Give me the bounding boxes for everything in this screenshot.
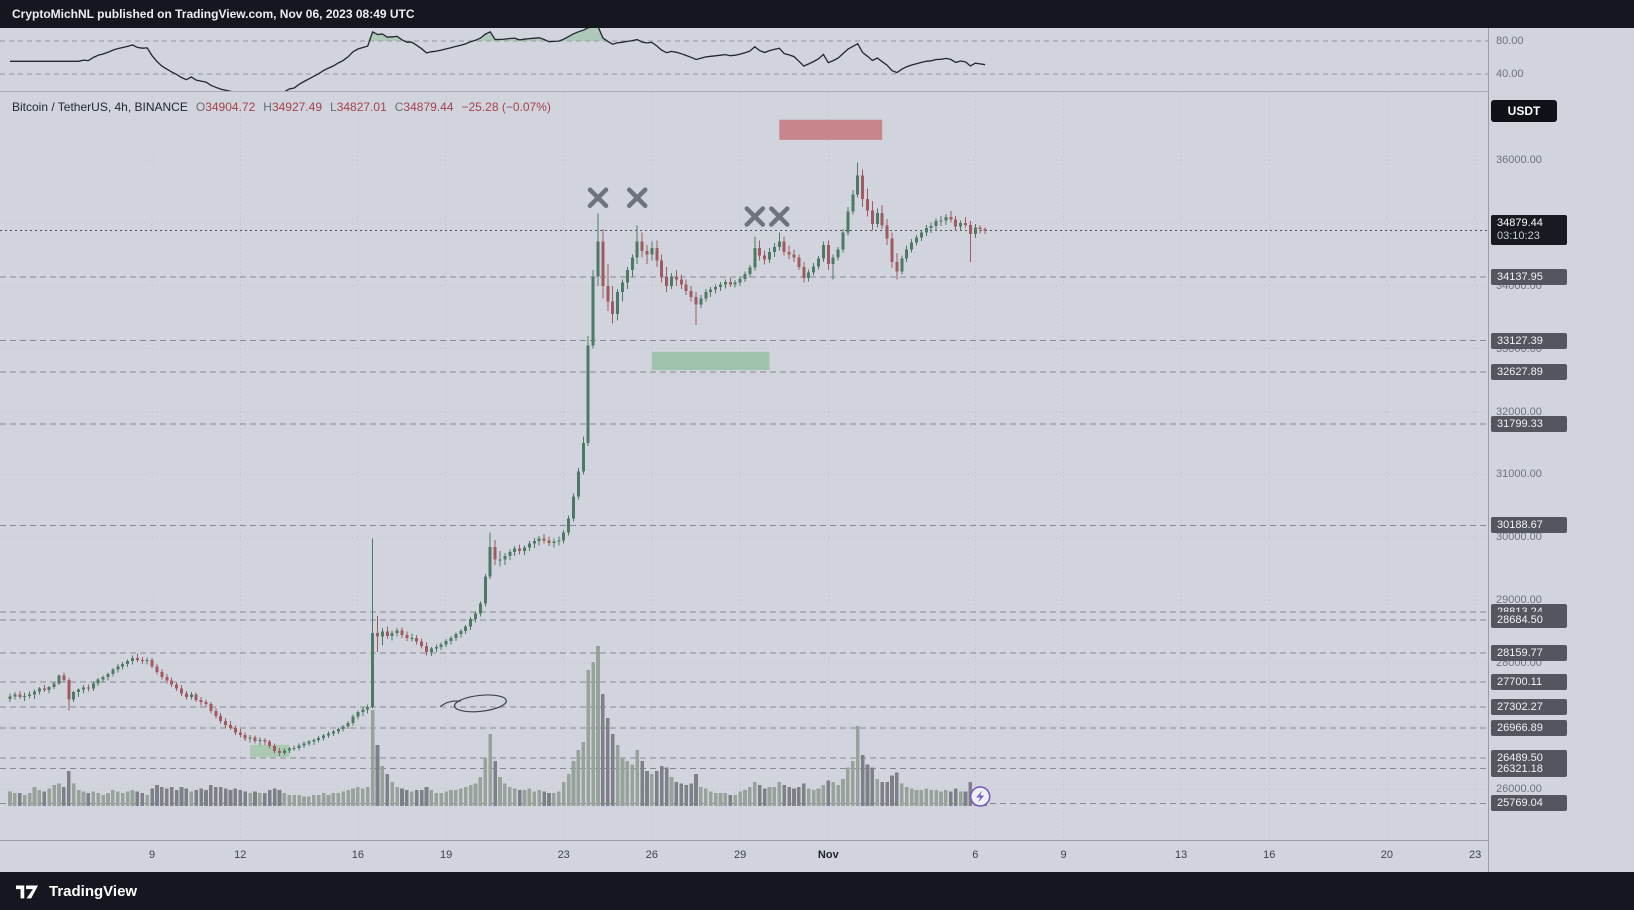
level-price-badge: 25769.04 [1491, 795, 1567, 812]
time-axis-label: 9 [149, 849, 156, 861]
price-axis-label: 29000.00 [1496, 594, 1542, 607]
ohlc-value: 34827.01 [336, 100, 387, 114]
price-scale[interactable]: USDT 80.0040.0036000.0035000.0034000.003… [1488, 28, 1634, 872]
level-price-badge: 34137.95 [1491, 269, 1567, 286]
level-price-badge: 27302.27 [1491, 699, 1567, 715]
quote-currency-badge: USDT [1491, 100, 1557, 122]
level-price-badge: 26966.89 [1491, 720, 1567, 737]
ohlc-values: O34904.72 H34927.49 L34827.01 C34879.44 [188, 100, 454, 114]
time-axis-label: 13 [1174, 849, 1188, 861]
time-axis-label: Nov [817, 849, 839, 861]
ohlc-key: L [330, 100, 337, 114]
price-axis-label: 32000.00 [1496, 405, 1542, 418]
level-price-badge: 33127.39 [1491, 332, 1567, 349]
publish-header-text: CryptoMichNL published on TradingView.co… [12, 7, 415, 21]
ohlc-value: 34904.72 [205, 100, 256, 114]
time-axis-label: 19 [439, 849, 453, 861]
ohlc-key: H [263, 100, 272, 114]
time-axis-label: 16 [351, 849, 365, 861]
price-axis-label: 36000.00 [1496, 153, 1542, 166]
time-axis-label: 12 [234, 849, 247, 861]
tradingview-footer: TradingView [0, 872, 1634, 910]
current-price-badge: 34879.44 03:10:23 [1491, 215, 1567, 246]
rsi-plot[interactable] [0, 28, 1488, 92]
rsi-pane[interactable] [0, 28, 1488, 92]
current-price-value: 34879.44 [1497, 217, 1543, 230]
level-price-badge: 30188.67 [1491, 517, 1567, 534]
tradingview-logo-icon [14, 880, 40, 902]
indicator-axis-label: 80.00 [1496, 35, 1524, 47]
x-cross-marks [440, 187, 991, 807]
time-axis-label: 23 [1468, 849, 1482, 861]
price-pane[interactable]: Bitcoin / TetherUS, 4h, BINANCE O34904.72… [0, 92, 1488, 840]
candlestick-plot[interactable] [0, 92, 1488, 840]
time-axis-label: 26 [645, 849, 659, 861]
publish-header: CryptoMichNL published on TradingView.co… [0, 0, 1634, 28]
change-value: −25.28 (−0.07%) [461, 100, 551, 114]
time-axis-label: 16 [1263, 849, 1276, 861]
time-axis-label: 23 [557, 849, 570, 861]
level-price-badge: 32627.89 [1491, 364, 1567, 381]
ohlc-key: C [394, 100, 404, 114]
indicator-axis-label: 40.00 [1496, 68, 1524, 80]
time-axis-label: 29 [733, 849, 747, 861]
time-axis-label: 6 [972, 849, 979, 861]
ohlc-key: O [195, 100, 206, 114]
symbol-legend: Bitcoin / TetherUS, 4h, BINANCE O34904.72… [12, 100, 551, 114]
level-price-badge: 26321.18 [1491, 760, 1567, 777]
price-axis-label: 31000.00 [1496, 468, 1542, 481]
level-price-badge: 27700.11 [1491, 673, 1567, 690]
level-price-badge: 28159.77 [1491, 645, 1567, 662]
ohlc-value: 34879.44 [403, 100, 454, 114]
level-price-badge: 31799.33 [1491, 416, 1567, 433]
symbol-title: Bitcoin / TetherUS, 4h, BINANCE [12, 100, 188, 114]
price-axis-label: 30000.00 [1496, 531, 1542, 544]
time-axis-label: 9 [1060, 849, 1067, 861]
time-axis-label: 20 [1380, 849, 1394, 861]
level-price-badge: 28684.50 [1491, 612, 1567, 629]
price-axis-label: 26000.00 [1496, 782, 1542, 795]
time-axis[interactable]: 9 12 16 19 23 26 29 Nov 6 9 13 16 20 23 [0, 840, 1488, 872]
bar-countdown: 03:10:23 [1497, 230, 1540, 243]
ohlc-value: 34927.49 [271, 100, 322, 114]
tradingview-brand-text: TradingView [49, 882, 138, 900]
